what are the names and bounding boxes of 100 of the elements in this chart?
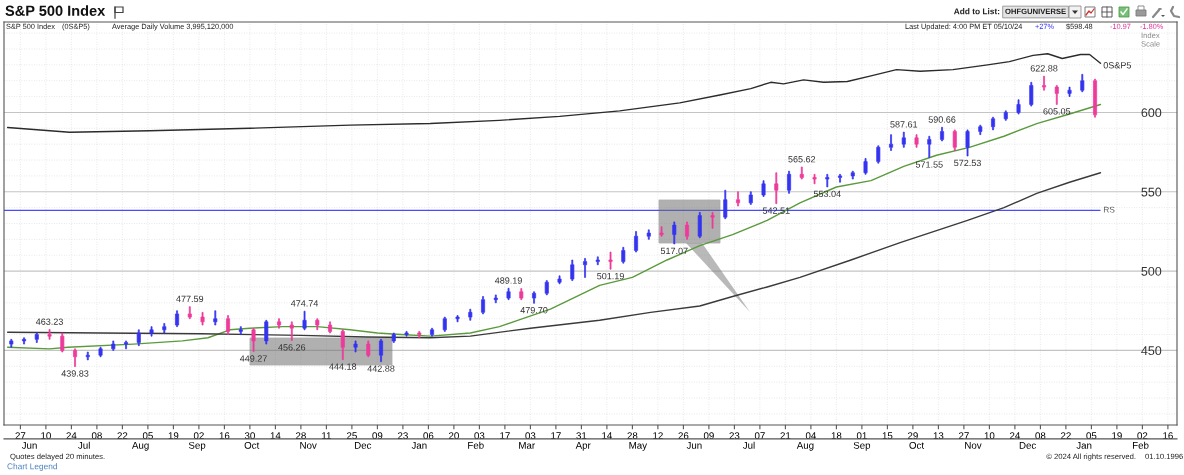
- candlestick: [1093, 78, 1098, 118]
- candlestick: [519, 288, 524, 301]
- candlestick: [60, 332, 65, 353]
- x-tick-label: 22: [117, 432, 128, 439]
- candlestick: [697, 212, 702, 239]
- candlestick: [353, 340, 358, 353]
- candlestick: [940, 126, 945, 142]
- x-tick-label: 26: [678, 432, 689, 440]
- candlestick: [1042, 75, 1047, 91]
- x-tick-label: 04: [805, 432, 817, 440]
- candlestick: [430, 327, 435, 337]
- x2-tick-label: Jan: [1076, 442, 1092, 449]
- candlestick: [914, 134, 919, 148]
- annotation: 571.55: [915, 161, 943, 168]
- candlestick: [685, 221, 690, 240]
- candlestick: [85, 351, 90, 361]
- candlestick: [838, 173, 843, 183]
- candlestick: [1080, 74, 1085, 93]
- candlestick: [98, 346, 103, 358]
- candlestick: [328, 321, 333, 334]
- candlestick: [927, 135, 932, 158]
- x-tick-label: 18: [831, 432, 842, 440]
- annotation: 517.07: [660, 247, 688, 255]
- candlestick: [889, 134, 894, 151]
- annotation: 463.23: [35, 318, 63, 325]
- candlestick: [124, 340, 129, 350]
- candlestick: [1016, 99, 1021, 115]
- x2-tick-label: Jan: [411, 442, 427, 449]
- x-tick-label: 17: [500, 432, 510, 439]
- candlestick: [481, 296, 486, 315]
- candlestick: [557, 275, 562, 285]
- candlestick: [455, 315, 460, 323]
- x2-tick-label: Dec: [1019, 442, 1037, 449]
- candlestick: [736, 191, 741, 207]
- candlestick: [417, 331, 422, 339]
- annotation: 442.88: [367, 365, 395, 372]
- y-tick-label: 500: [1141, 266, 1162, 276]
- candlestick: [404, 331, 409, 337]
- x-tick-label: 03: [474, 432, 485, 440]
- candlestick: [47, 329, 52, 340]
- x2-tick-label: Sep: [853, 441, 871, 451]
- x-tick-label: 23: [729, 432, 740, 440]
- x2-tick-label: Jun: [686, 442, 702, 449]
- candlestick: [544, 280, 549, 296]
- x-tick-label: 05: [142, 432, 153, 440]
- annotation: 587.61: [890, 121, 918, 128]
- line-series: [6, 53, 1102, 133]
- x-tick-label: 14: [602, 432, 613, 439]
- candlestick: [366, 340, 371, 358]
- x2-tick-label: Jul: [742, 441, 755, 449]
- candlestick: [799, 166, 804, 180]
- annotation: 444.18: [329, 363, 357, 370]
- candlestick: [532, 291, 537, 304]
- annotation: 474.74: [290, 300, 319, 307]
- candlestick: [863, 158, 868, 175]
- x-tick-label: 15: [882, 432, 893, 440]
- candlestick: [608, 251, 613, 270]
- candlestick: [22, 337, 27, 345]
- x2-tick-label: Mar: [519, 442, 535, 449]
- x-tick-label: 03: [525, 432, 536, 440]
- candlestick: [570, 259, 575, 281]
- x-tick-label: 13: [933, 432, 944, 440]
- x-tick-label: 14: [270, 432, 281, 439]
- candlestick: [646, 229, 651, 240]
- candlestick: [952, 129, 957, 151]
- x-tick-label: 09: [703, 432, 714, 440]
- x-tick-label: 05: [1086, 432, 1097, 440]
- x2-tick-label: Aug: [131, 442, 149, 451]
- x2-tick-label: Oct: [244, 441, 260, 449]
- candlestick: [175, 310, 180, 327]
- candlestick: [621, 246, 626, 264]
- x-tick-label: 24: [66, 432, 77, 439]
- x-tick-label: 22: [1060, 432, 1071, 439]
- candlestick: [825, 173, 830, 188]
- candlestick: [991, 116, 996, 131]
- candlestick: [812, 173, 817, 185]
- text: Chart Legend: [7, 463, 57, 471]
- candlestick: [226, 315, 231, 335]
- x-tick-label: 09: [372, 432, 383, 440]
- series-label: 0S&P5: [1103, 62, 1132, 69]
- candlestick: [1029, 81, 1034, 107]
- x-tick-label: 07: [754, 432, 765, 440]
- candlestick: [391, 332, 396, 343]
- annotation: 572.53: [954, 159, 981, 167]
- candlestick: [965, 129, 970, 157]
- candlestick: [315, 318, 320, 331]
- x-tick-label: 27: [15, 432, 26, 439]
- x-tick-label: 20: [448, 432, 459, 440]
- annotation: 489.19: [494, 277, 522, 284]
- candlestick: [710, 212, 715, 229]
- candlestick: [111, 340, 116, 351]
- x-tick-label: 29: [907, 432, 918, 440]
- candlestick: [289, 321, 294, 341]
- annotation: 501.19: [597, 272, 624, 280]
- annotation: 622.88: [1030, 65, 1058, 72]
- candlestick: [264, 319, 269, 345]
- candlestick: [1067, 86, 1072, 97]
- candlestick: [787, 170, 792, 194]
- candlestick: [748, 191, 753, 205]
- candlestick: [442, 316, 447, 332]
